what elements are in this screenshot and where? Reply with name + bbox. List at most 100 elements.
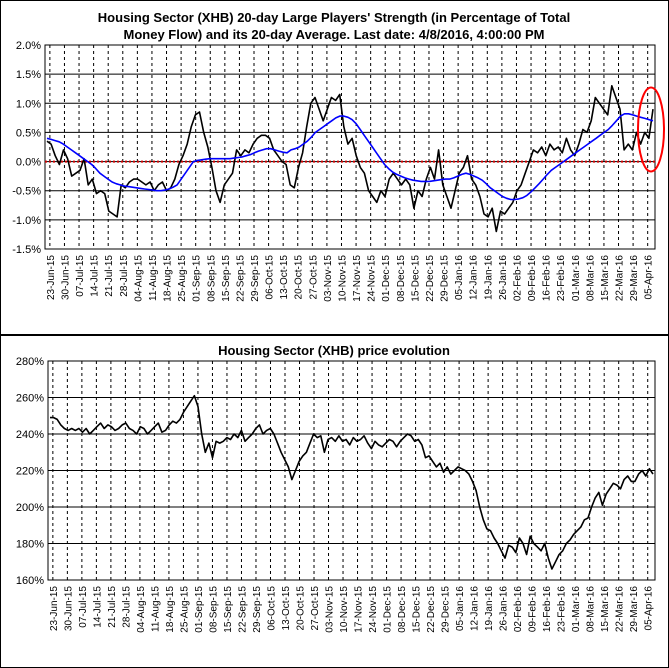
bottom-chart-y-tick-label: 200% [16,502,44,514]
bottom-chart-x-tick-label: 22-Mar-16 [615,586,626,633]
bottom-chart-x-tick-label: 29-Dec-15 [441,586,452,633]
bottom-chart-x-tick-label: 13-Oct-15 [281,586,292,631]
top-chart-x-tick-label: 23-Jun-15 [46,255,57,300]
top-chart-x-tick-label: 29-Sep-15 [250,255,261,302]
top-chart-title-line1: Housing Sector (XHB) 20-day Large Player… [98,10,570,25]
top-chart-x-tick-label: 04-Aug-15 [133,255,144,302]
bottom-chart-x-tick-label: 19-Jan-16 [484,586,495,631]
top-chart-y-tick-label: 0.5% [16,127,41,139]
top-chart-y-tick-label: -0.5% [12,186,41,198]
top-chart-x-tick-label: 08-Dec-15 [396,255,407,302]
top-chart-series-average-line [46,113,654,201]
top-chart-x-tick-label: 19-Jan-16 [483,255,494,300]
bottom-chart-y-tick-label: 220% [16,466,44,478]
bottom-chart-x-tick-label: 30-Jun-15 [63,586,74,631]
top-chart-x-tick-label: 06-Oct-15 [265,255,276,300]
bottom-chart-x-tick-label: 03-Nov-15 [325,586,336,633]
bottom-chart-x-tick-label: 12-Jan-16 [470,586,481,631]
top-chart-x-tick-label: 13-Oct-15 [279,255,290,300]
top-chart-x-tick-label: 23-Feb-16 [556,255,567,302]
top-chart-y-tick-label: 0.0% [16,157,41,169]
top-chart-x-tick-label: 05-Apr-16 [644,255,655,300]
bottom-chart-x-tick-label: 17-Nov-15 [354,586,365,633]
bottom-chart-x-tick-label: 23-Feb-16 [557,586,568,633]
top-chart-x-tick-label: 18-Aug-15 [163,255,174,302]
bottom-chart-x-tick-label: 15-Mar-16 [600,586,611,633]
top-chart-x-tick-label: 10-Nov-15 [337,255,348,302]
bottom-chart-x-tick-label: 06-Oct-15 [266,586,277,631]
top-chart-x-tick-label: 30-Jun-15 [60,255,71,300]
top-chart-y-tick-label: -1.5% [12,244,41,256]
bottom-chart-x-tick-label: 08-Dec-15 [397,586,408,633]
bottom-chart-x-tick-label: 04-Aug-15 [136,586,147,633]
bottom-chart-x-tick-label: 22-Dec-15 [426,586,437,633]
top-chart-x-tick-label: 24-Nov-15 [367,255,378,302]
bottom-chart-x-tick-label: 10-Nov-15 [339,586,350,633]
top-chart-x-tick-label: 15-Dec-15 [410,255,421,302]
top-chart-x-tick-label: 22-Dec-15 [425,255,436,302]
bottom-chart-x-tick-label: 07-Jul-15 [78,586,89,628]
top-chart-x-tick-label: 09-Feb-16 [527,255,538,302]
top-chart-x-tick-label: 25-Aug-15 [177,255,188,302]
bottom-chart-x-tick-label: 23-Jun-15 [49,586,60,631]
top-chart-x-tick-label: 20-Oct-15 [294,255,305,300]
top-chart: 2.0% 1.5% 1.0% 0.5% 0.0% -0.5% -1.0% -1.5% 23-Ju… [12,40,665,302]
bottom-chart-y-tick-label: 240% [16,429,44,441]
top-chart-x-tick-label: 01-Mar-16 [571,255,582,302]
bottom-chart-x-tick-label: 25-Aug-15 [179,586,190,633]
top-chart-x-tick-label: 29-Mar-16 [629,255,640,302]
bottom-chart-x-tick-label: 05-Jan-16 [455,586,466,631]
bottom-chart-x-tick-label: 05-Apr-16 [644,586,655,631]
top-chart-x-tick-label: 17-Nov-15 [352,255,363,302]
bottom-chart-y-tick-label: 280% [16,356,44,368]
bottom-chart-title: Housing Sector (XHB) price evolution [218,343,450,358]
top-chart-x-tick-label: 16-Feb-16 [542,255,553,302]
bottom-chart-x-tick-label: 11-Aug-15 [150,586,161,632]
panel-separator [0,334,669,336]
top-chart-x-tick-label: 21-Jul-15 [104,255,115,297]
top-chart-series-strength-line [46,85,654,233]
top-chart-x-tick-label: 02-Feb-16 [512,255,523,302]
bottom-chart-y-tick-label: 180% [16,539,44,551]
top-chart-x-tick-label: 01-Sep-15 [192,255,203,302]
bottom-chart-x-tick-label: 01-Sep-15 [194,586,205,633]
top-chart-x-tick-label: 03-Nov-15 [323,255,334,302]
bottom-chart-x-tick-label: 21-Jul-15 [107,586,118,628]
top-chart-y-tick-label: 2.0% [16,40,41,52]
top-chart-x-tick-label: 27-Oct-15 [308,255,319,300]
bottom-chart-x-tick-label: 02-Feb-16 [513,586,524,633]
bottom-chart-x-tick-label: 01-Mar-16 [571,586,582,633]
bottom-chart-x-tick-label: 18-Aug-15 [165,586,176,633]
top-chart-y-tick-label: -1.0% [12,215,41,227]
top-chart-x-tick-label: 26-Jan-16 [498,255,509,300]
bottom-chart-x-tick-label: 24-Nov-15 [368,586,379,633]
top-chart-y-tick-label: 1.5% [16,69,41,81]
top-chart-x-tick-label: 29-Dec-15 [440,255,451,302]
top-chart-title-line2: Money Flow) and its 20-day Average. Last… [124,27,545,42]
top-chart-x-tick-label: 15-Sep-15 [221,255,232,302]
bottom-chart-x-tick-label: 16-Feb-16 [542,586,553,633]
top-chart-x-tick-label: 15-Mar-16 [600,255,611,302]
top-chart-x-tick-label: 07-Jul-15 [75,255,86,297]
top-chart-y-tick-label: 1.0% [16,98,41,110]
top-chart-highlight-ellipse [637,86,665,173]
bottom-chart-x-tick-label: 20-Oct-15 [296,586,307,631]
top-chart-x-tick-label: 05-Jan-16 [454,255,465,300]
bottom-chart-x-tick-label: 08-Mar-16 [586,586,597,633]
bottom-chart-x-tick-label: 27-Oct-15 [310,586,321,631]
bottom-chart-x-tick-label: 26-Jan-16 [499,586,510,631]
bottom-chart-x-tick-label: 01-Dec-15 [383,586,394,633]
top-chart-x-tick-label: 22-Sep-15 [235,255,246,302]
bottom-chart-x-tick-label: 22-Sep-15 [237,586,248,633]
bottom-chart-series-price-line [50,394,654,570]
top-chart-x-tick-label: 12-Jan-16 [469,255,480,300]
top-chart-x-tick-label: 08-Sep-15 [206,255,217,302]
bottom-chart-x-tick-label: 14-Jul-15 [92,586,103,628]
bottom-chart-x-tick-label: 28-Jul-15 [121,586,132,628]
bottom-chart: 280% 260% 240% 220% 200% 180% 160% 23-Jun-15 30-… [16,356,656,633]
top-chart-x-tick-label: 14-Jul-15 [90,255,101,297]
bottom-chart-x-tick-label: 08-Sep-15 [208,586,219,633]
bottom-chart-x-tick-label: 15-Dec-15 [412,586,423,633]
top-chart-plot-area [44,44,656,250]
